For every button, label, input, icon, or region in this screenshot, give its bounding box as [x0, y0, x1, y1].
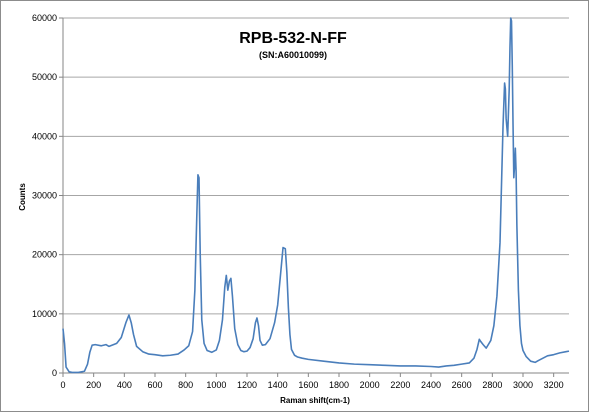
x-tick-label: 2200 [390, 380, 410, 390]
axes: 0 10000 20000 30000 40000 50000 60000 0 200 400 60… [32, 13, 569, 390]
x-tick-label: 2600 [452, 380, 472, 390]
gridlines [63, 17, 569, 315]
x-tick-label: 2400 [421, 380, 441, 390]
y-tick-label: 40000 [32, 131, 57, 141]
x-tick-label: 1200 [237, 380, 257, 390]
x-tick-label: 800 [178, 380, 193, 390]
x-axis-label: Raman shift(cm-1) [280, 396, 350, 405]
x-tick-label: 600 [147, 380, 162, 390]
y-tick-label: 30000 [32, 191, 57, 201]
x-tick-label: 2800 [482, 380, 502, 390]
series-line [62, 17, 570, 374]
y-axis-label: Counts [18, 183, 27, 211]
y-tick-label: 50000 [32, 72, 57, 82]
y-tick-label: 0 [52, 368, 57, 378]
x-tick-label: 2000 [360, 380, 380, 390]
x-tick-label: 1800 [329, 380, 349, 390]
x-tick-label: 200 [86, 380, 101, 390]
chart-title: RPB-532-N-FF [239, 30, 347, 47]
series-layer [62, 17, 570, 374]
y-tick-label: 10000 [32, 309, 57, 319]
x-tick-label: 1000 [206, 380, 226, 390]
x-tick-label: 400 [117, 380, 132, 390]
x-tick-label: 1400 [268, 380, 288, 390]
x-tick-label: 0 [60, 380, 65, 390]
y-tick-label: 60000 [32, 13, 57, 23]
chart-subtitle: (SN:A60010099) [259, 50, 327, 60]
x-tick-label: 1600 [298, 380, 318, 390]
y-tick-label: 20000 [32, 250, 57, 260]
x-tick-label: 3000 [513, 380, 533, 390]
x-tick-label: 3200 [544, 380, 564, 390]
